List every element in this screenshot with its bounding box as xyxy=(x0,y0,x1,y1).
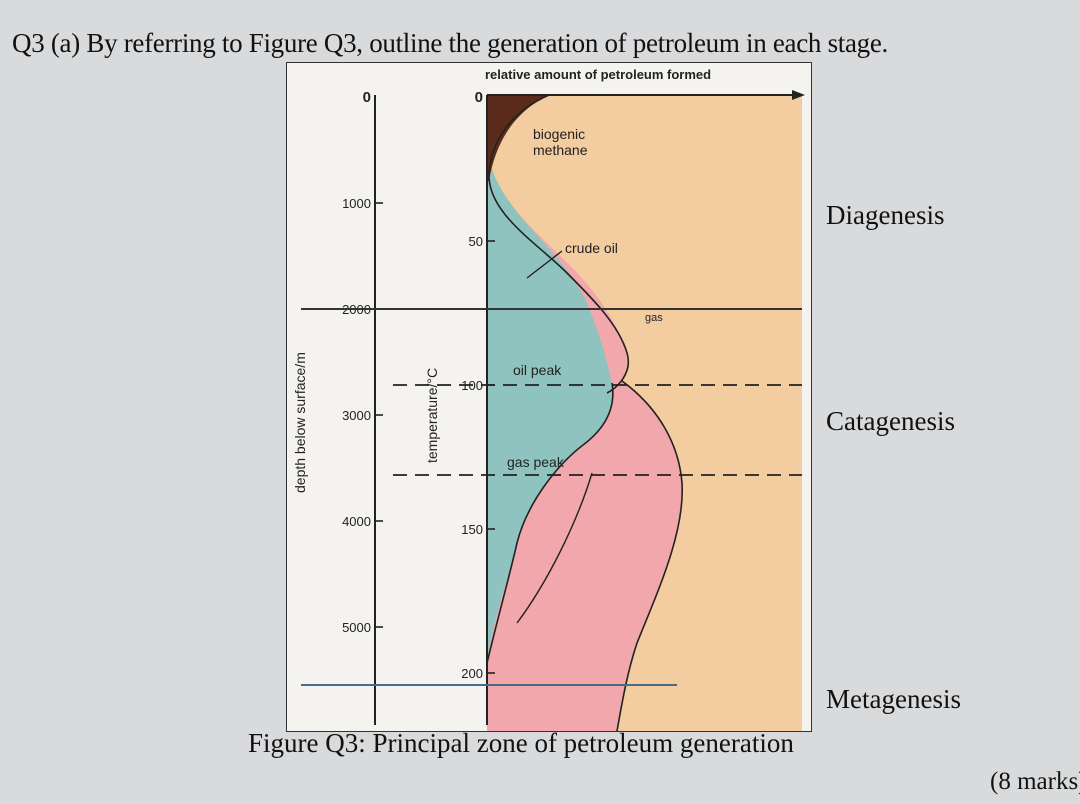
methane-label: methane xyxy=(533,142,588,158)
depth-axis-label: depth below surface/m xyxy=(292,352,308,493)
crude-oil-label: crude oil xyxy=(565,240,618,256)
depth-tick-label: 4000 xyxy=(342,514,371,529)
figure-q3: 0 1000 2000 3000 4000 5000 0 50 100 150 200 relat… xyxy=(286,62,812,732)
depth-tick-label: 0 xyxy=(363,89,371,106)
temperature-tick-label: 150 xyxy=(461,522,483,537)
top-axis-arrowhead xyxy=(792,90,805,100)
marks-label: (8 marks) xyxy=(990,768,1080,795)
stage-catagenesis: Catagenesis xyxy=(826,406,955,436)
stage-metagenesis: Metagenesis xyxy=(826,684,961,714)
gas-peak-label: gas peak xyxy=(507,454,565,470)
gas-peak-curve xyxy=(486,382,614,664)
gas-label: gas xyxy=(645,312,663,324)
crude-oil-line xyxy=(526,250,563,279)
oil-peak-label: oil peak xyxy=(513,362,562,378)
biogenic-methane-band xyxy=(487,95,549,181)
depth-tick-label: 3000 xyxy=(342,408,371,423)
temperature-axis-label: temperature/°C xyxy=(424,368,440,463)
depth-tick-label: 1000 xyxy=(342,196,371,211)
lower-oil-curve xyxy=(516,472,593,624)
temperature-tick-label: 50 xyxy=(469,234,483,249)
crude-oil-zone xyxy=(486,95,613,731)
top-axis-label: relative amount of petroleum formed xyxy=(485,67,711,82)
figure-caption: Figure Q3: Principal zone of petroleum g… xyxy=(248,728,794,758)
temperature-tick-label: 200 xyxy=(461,666,483,681)
oil-curve xyxy=(488,94,630,394)
biogenic-label: biogenic xyxy=(533,126,585,142)
stage-diagenesis: Diagenesis xyxy=(826,200,945,230)
depth-tick-label: 5000 xyxy=(342,620,371,635)
question-text: Q3 (a) By referring to Figure Q3, outlin… xyxy=(12,28,889,58)
temperature-tick-label: 0 xyxy=(475,89,483,106)
oil-peak-curve xyxy=(616,380,683,731)
